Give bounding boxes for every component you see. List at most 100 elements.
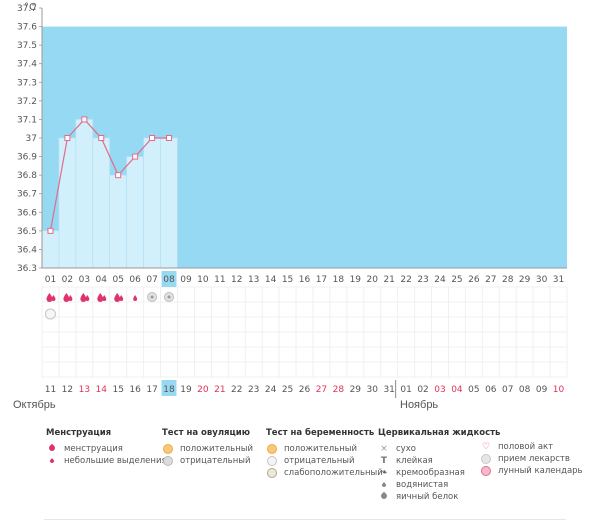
day-label: 15 [282,275,293,285]
date-label: 09 [536,385,548,395]
day-label: 29 [519,275,531,285]
day-label: 13 [248,275,259,285]
date-label: 17 [146,385,157,395]
y-tick-label: 37.2 [17,97,37,107]
day-label: 10 [197,275,209,285]
date-label: 24 [265,385,277,395]
date-label: 03 [434,385,445,395]
date-label: 18 [163,385,175,395]
day-label: 25 [451,275,462,285]
legend-menstruation-title: Менструация [46,428,112,438]
ovulation-positive-icon [162,444,174,454]
date-label: 04 [451,385,463,395]
day-label: 16 [299,275,311,285]
legend-ovulation: Тест на овуляцию положительный отрицател… [162,428,253,467]
menstruation-drop-icon [114,293,121,302]
y-tick-label: 37.5 [17,41,37,51]
y-tick-label: 37.1 [17,115,37,125]
day-label: 18 [333,275,345,285]
ovulation-negative-icon [162,456,174,466]
menstruation-drop-icon [102,295,107,301]
menstruation-drop-icon [51,295,56,301]
date-label: 27 [316,385,327,395]
y-tick-label: 36.7 [17,190,37,200]
day-label: 14 [265,275,277,285]
temperature-point [149,135,156,141]
menstruation-drop-icon [63,293,70,302]
date-label: 19 [180,385,192,395]
egg-white-drop-icon [378,491,390,502]
legend-item: кремообразная [396,468,465,478]
legend-item: положительный [284,444,357,454]
date-label: 10 [553,385,565,395]
month-label-october: Октябрь [13,399,56,411]
legend-pregnancy: Тест на беременность положительный отриц… [266,428,383,479]
y-tick-label: 37.3 [17,78,37,88]
y-tick-label: 36.4 [17,245,37,255]
legend-pregnancy-title: Тест на беременность [266,428,375,438]
y-tick-label: 37 [26,134,37,144]
day-label: 31 [553,275,564,285]
divider [44,519,566,520]
day-label: 06 [129,275,141,285]
day-label: 05 [112,275,123,285]
date-label: 23 [248,385,259,395]
date-label: 29 [350,385,362,395]
date-label: 31 [383,385,394,395]
legend-item: менструация [64,444,123,454]
day-label: 01 [45,275,56,285]
y-axis-unit: °C [24,2,36,13]
legend-item: отрицательный [180,456,251,466]
heart-icon: ♡ [481,442,491,452]
temperature-chart: °C37.7 37.6 37.5 37.4 37.3 37.2 37.1 37 36.9 36.8… [17,2,568,398]
pregnancy-weak-positive-icon [266,468,278,478]
date-label: 28 [333,385,345,395]
day-label: 28 [502,275,514,285]
date-label: 25 [282,385,293,395]
date-label: 22 [231,385,242,395]
day-label: 07 [146,275,157,285]
temperature-point [47,227,54,234]
date-label: 06 [485,385,497,395]
day-label: 21 [383,275,394,285]
temperature-point [166,135,173,141]
day-label: 03 [79,275,90,285]
watery-drop-icon [378,480,390,490]
pregnancy-negative-icon [44,308,56,320]
dry-cross-icon: × [380,444,388,454]
temperature-line [49,118,170,231]
legend-item: клейкая [396,456,433,466]
y-tick-label: 37.7 [17,4,37,14]
temperature-point [115,172,122,179]
menstruation-drop-icon [119,295,124,301]
legend-item: яичный белок [396,492,459,502]
menstruation-drop-icon [97,293,104,302]
day-label: 24 [434,275,446,285]
y-tick-label: 36.6 [17,208,37,218]
legend-item: сухо [396,444,416,454]
pill-icon [480,454,492,464]
pregnancy-negative-icon [266,456,278,466]
legend-item: водянистая [396,480,449,490]
temperature-point [132,153,139,160]
day-label: 12 [231,275,242,285]
menstruation-drop-icon [46,293,53,302]
menstruation-drop-icon [85,295,90,301]
day-label: 11 [214,275,225,285]
day-label: 02 [62,275,73,285]
month-label-november: Ноябрь [400,399,439,411]
day-label: 04 [96,275,108,285]
legend-item: отрицательный [284,456,355,466]
temperature-point [81,116,88,123]
day-label: 09 [180,275,192,285]
menstruation-drop-icon [68,295,73,301]
date-label: 26 [299,385,311,395]
creamy-icon: ❧ [380,468,388,478]
pregnancy-positive-icon [266,444,278,454]
day-label: 17 [316,275,327,285]
date-label: 13 [79,385,90,395]
date-label: 14 [96,385,108,395]
legend-ovulation-title: Тест на овуляцию [162,428,251,438]
day-label: 19 [350,275,362,285]
